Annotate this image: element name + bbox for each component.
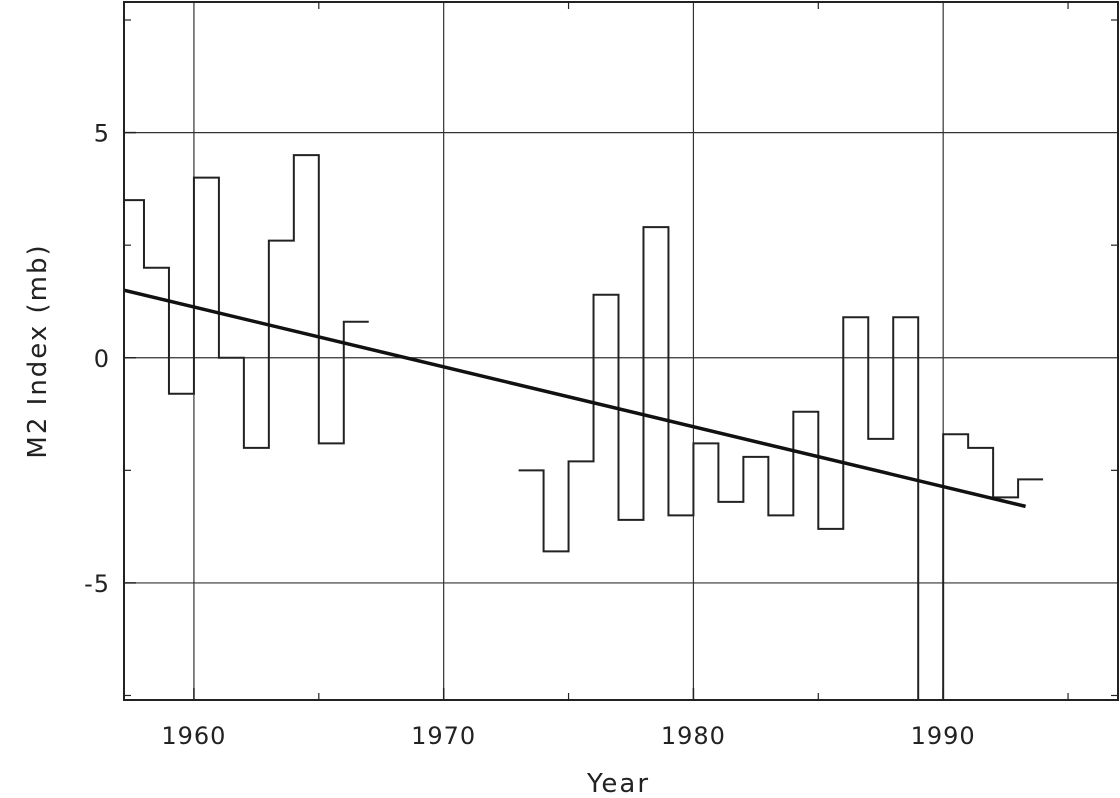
- step-series-line: [518, 226, 1044, 701]
- x-tick-labels: 1960 1970 1980 1990: [161, 2, 1069, 750]
- x-tick-label: 1980: [661, 722, 726, 750]
- grid: [124, 2, 1118, 700]
- y-tick-label: 5: [94, 120, 110, 148]
- trend-line: [123, 288, 1027, 509]
- x-tick-label: 1970: [411, 722, 476, 750]
- y-tick-label: -5: [84, 570, 110, 598]
- x-tick-label: 1990: [911, 722, 976, 750]
- series-layer: [123, 154, 1044, 701]
- y-tick-label: 0: [94, 345, 110, 373]
- y-tick-labels: -5 0 5: [84, 19, 1118, 697]
- y-axis-label: M2 Index (mb): [23, 243, 53, 458]
- x-tick-label: 1960: [161, 722, 226, 750]
- x-axis-label: Year: [586, 769, 650, 798]
- step-series-line: [124, 154, 369, 449]
- plot-frame: [123, 1, 1119, 701]
